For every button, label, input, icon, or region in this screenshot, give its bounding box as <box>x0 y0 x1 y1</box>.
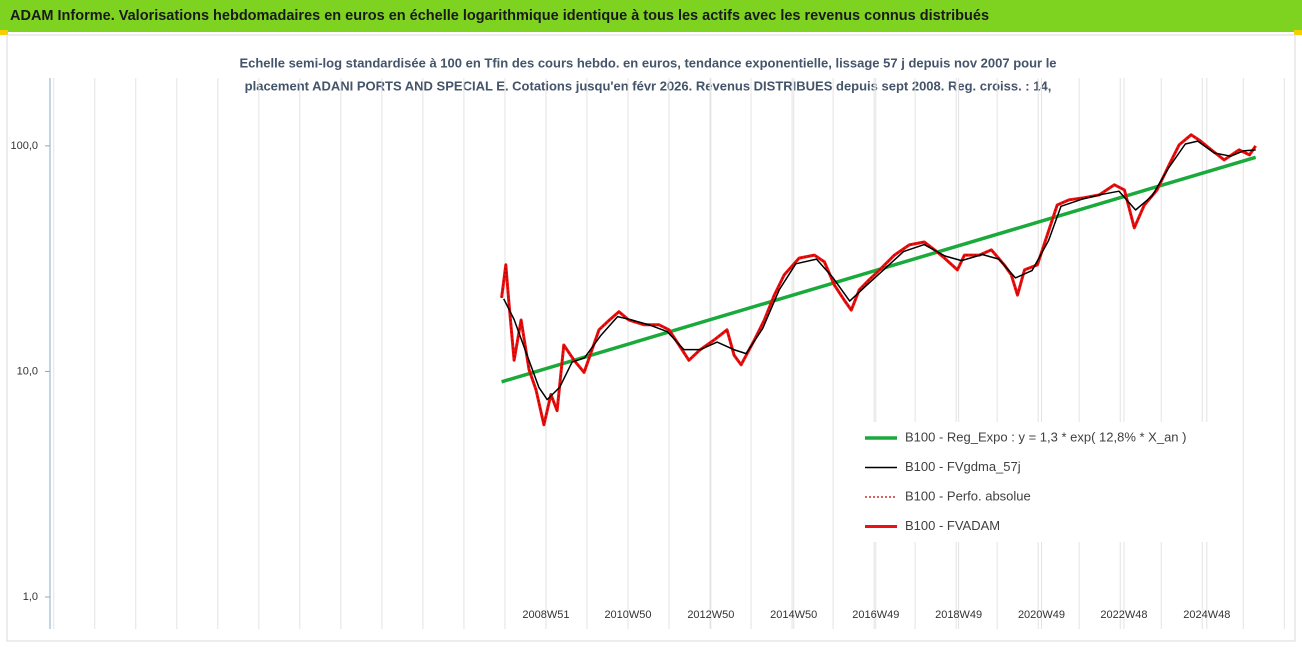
legend-label: B100 - FVgdma_57j <box>905 459 1021 474</box>
chart-subtitle: placement ADANI PORTS AND SPECIAL E. Cot… <box>245 78 1052 93</box>
corner-marker <box>0 30 8 35</box>
title-banner <box>0 0 1302 32</box>
legend-label: B100 - FVADAM <box>905 518 1000 533</box>
x-tick-label: 2020W49 <box>1018 609 1065 621</box>
grid: 2008W51 2010W50 2012W50 2014W50 2016W49 2018W… <box>10 78 1285 629</box>
y-tick-label: 10,0 <box>17 365 38 377</box>
x-tick-label: 2018W49 <box>935 609 982 621</box>
x-tick-label: 2024W48 <box>1183 609 1230 621</box>
x-tick-label: 2008W51 <box>522 609 569 621</box>
legend-box <box>858 422 1238 542</box>
x-tick-label: 2010W50 <box>604 609 651 621</box>
series-line <box>503 140 1256 401</box>
x-tick-label: 2022W48 <box>1100 609 1147 621</box>
series-line <box>500 133 1257 427</box>
legend-label: B100 - Reg_Expo : y = 1,3 * exp( 12,8% *… <box>905 429 1186 444</box>
plot <box>500 133 1257 427</box>
y-tick-label: 1,0 <box>23 591 38 603</box>
chart-subtitle: Echelle semi-log standardisée à 100 en T… <box>239 55 1056 70</box>
y-tick-label: 100,0 <box>10 140 38 152</box>
legend-label: B100 - Perfo. absolue <box>905 488 1031 503</box>
chart-title: ADAM Informe. Valorisations hebdomadaire… <box>10 8 989 24</box>
legend: B100 - Reg_Expo : y = 1,3 * exp( 12,8% *… <box>865 429 1186 533</box>
x-tick-label: 2016W49 <box>852 609 899 621</box>
x-tick-label: 2012W50 <box>687 609 734 621</box>
corner-marker <box>1294 30 1302 35</box>
x-tick-label: 2014W50 <box>770 609 817 621</box>
